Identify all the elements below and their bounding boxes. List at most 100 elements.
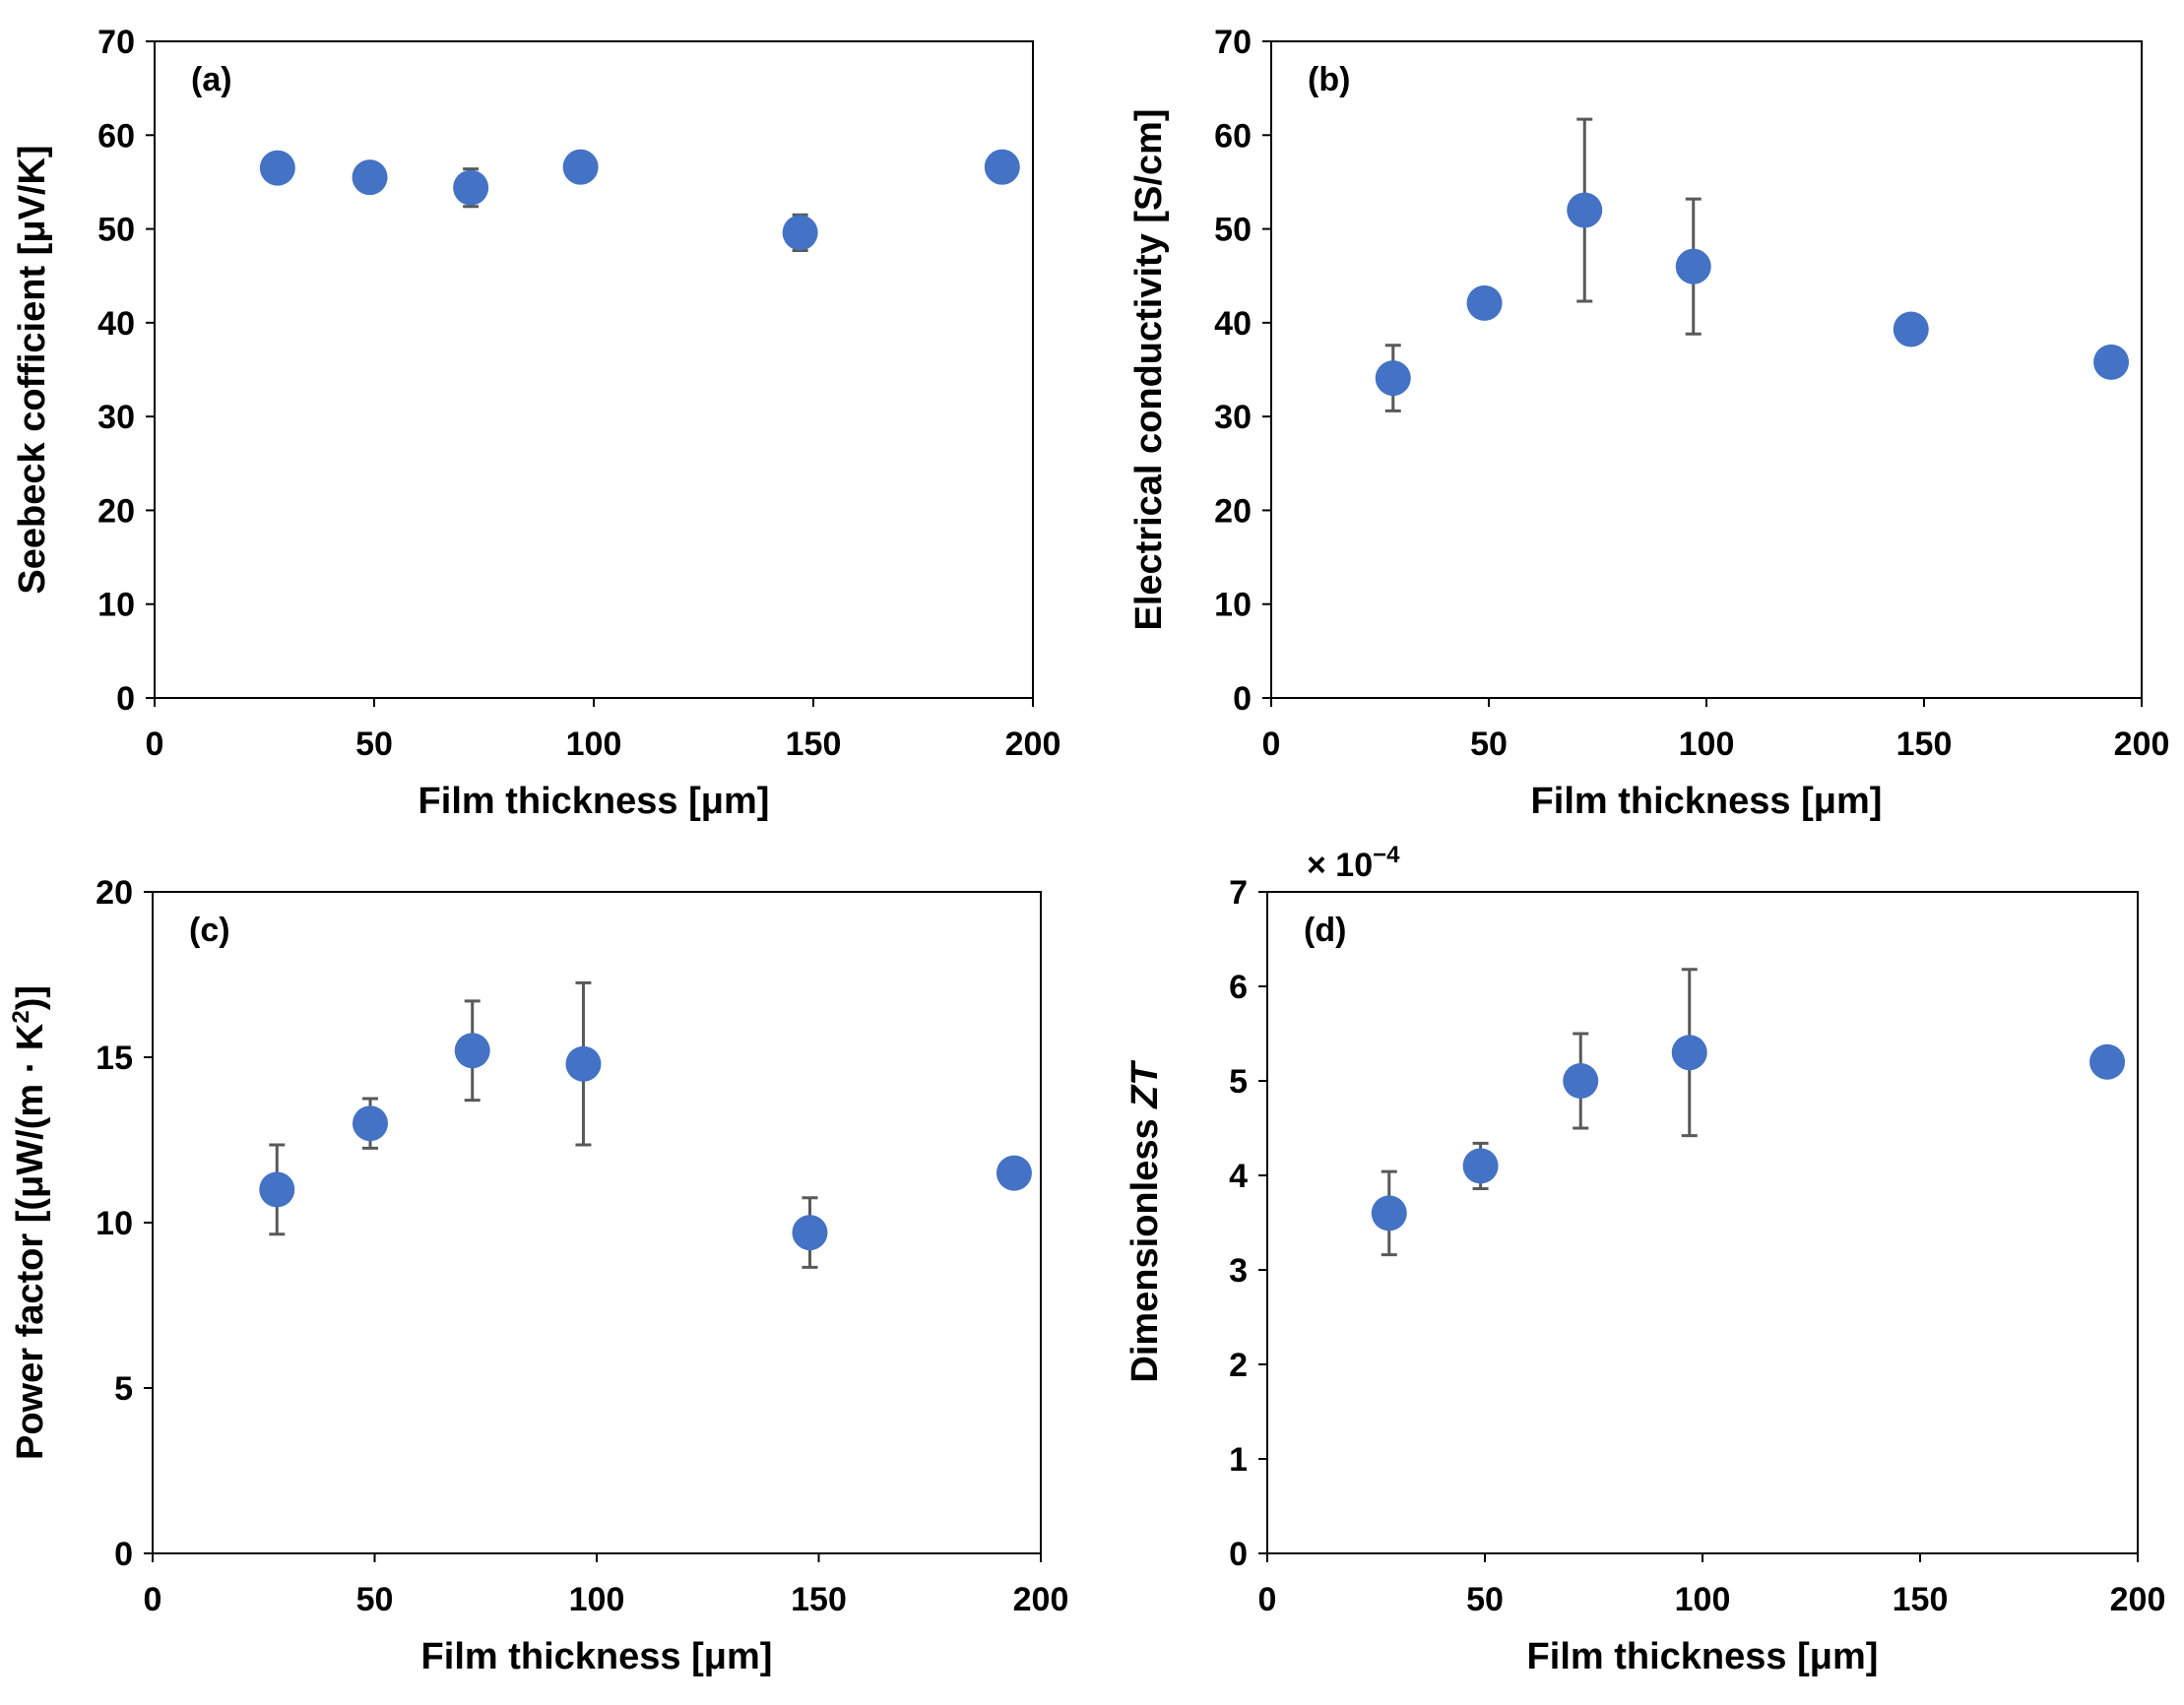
data-point bbox=[1466, 284, 1503, 321]
panel-label: (d) bbox=[1304, 912, 1346, 949]
data-point bbox=[454, 1033, 490, 1069]
x-tick-label: 50 bbox=[1470, 726, 1508, 763]
y-tick-label: 20 bbox=[96, 874, 133, 912]
x-tick-label: 100 bbox=[1675, 1581, 1731, 1618]
y-tick-label: 20 bbox=[1214, 492, 1252, 530]
y-scale-base: × 10 bbox=[1307, 847, 1373, 884]
x-tick-label: 100 bbox=[1679, 726, 1735, 763]
data-point bbox=[1567, 192, 1603, 228]
y-axis-label: Seebeck cofficient [μV/K] bbox=[12, 145, 53, 594]
data-point bbox=[782, 215, 818, 251]
x-tick-label: 200 bbox=[1005, 726, 1061, 763]
y-tick-label: 60 bbox=[1214, 117, 1252, 155]
x-tick-label: 200 bbox=[2114, 726, 2170, 763]
y-tick-label: 70 bbox=[1214, 24, 1252, 61]
y-tick-label: 3 bbox=[1229, 1252, 1248, 1290]
data-point bbox=[792, 1215, 828, 1251]
x-tick-label: 50 bbox=[355, 726, 393, 763]
y-axis-label: Power factor [(μW/(m · K2)] bbox=[8, 985, 51, 1460]
x-tick-label: 0 bbox=[1262, 726, 1281, 763]
y-tick-label: 70 bbox=[97, 24, 135, 61]
y-tick-label: 2 bbox=[1229, 1347, 1248, 1384]
x-tick-label: 200 bbox=[1013, 1581, 1069, 1618]
panel-label: (b) bbox=[1308, 61, 1350, 98]
y-tick-label: 30 bbox=[97, 399, 135, 436]
data-point bbox=[352, 1105, 388, 1142]
x-tick-label: 150 bbox=[791, 1581, 847, 1618]
y-tick-label: 0 bbox=[1233, 680, 1252, 718]
data-point bbox=[1375, 360, 1411, 397]
data-point bbox=[352, 159, 388, 196]
y-tick-label: 5 bbox=[114, 1370, 133, 1408]
data-series bbox=[1375, 117, 2130, 412]
y-tick-label: 0 bbox=[116, 680, 135, 718]
y-tick-label: 0 bbox=[114, 1536, 133, 1573]
data-point bbox=[259, 150, 295, 186]
data-point bbox=[1671, 1035, 1707, 1071]
x-axis-label: Film thickness [μm] bbox=[1527, 1636, 1879, 1677]
y-axis-label: Electrical conductivity [S/cm] bbox=[1128, 108, 1170, 630]
x-axis-label: Film thickness [μm] bbox=[1531, 781, 1883, 822]
data-point bbox=[2093, 344, 2130, 380]
y-axis-label-end: )] bbox=[10, 985, 51, 1010]
data-series bbox=[259, 980, 1032, 1269]
plot-frame bbox=[152, 891, 1042, 1554]
y-tick-label: 30 bbox=[1214, 399, 1252, 436]
x-tick-label: 150 bbox=[786, 726, 842, 763]
data-point bbox=[562, 149, 599, 185]
y-tick-label: 10 bbox=[1214, 587, 1252, 624]
y-tick-label: 6 bbox=[1229, 969, 1248, 1006]
y-tick-label: 10 bbox=[96, 1205, 133, 1242]
y-tick-label: 0 bbox=[1229, 1536, 1248, 1573]
y-axis-label-main: Dimensionless bbox=[1124, 1108, 1166, 1383]
data-point bbox=[453, 169, 489, 206]
y-tick-label: 40 bbox=[97, 305, 135, 343]
data-point bbox=[565, 1045, 602, 1082]
x-tick-label: 50 bbox=[356, 1581, 394, 1618]
x-tick-label: 150 bbox=[1893, 1581, 1949, 1618]
data-point bbox=[1563, 1063, 1599, 1099]
plot-frame bbox=[154, 40, 1034, 699]
y-tick-label: 50 bbox=[1214, 212, 1252, 249]
y-axis-label-italic: ZT bbox=[1124, 1060, 1166, 1109]
y-scale-exponent: −4 bbox=[1373, 842, 1400, 868]
x-tick-label: 50 bbox=[1466, 1581, 1504, 1618]
data-point bbox=[259, 1171, 295, 1208]
y-tick-label: 50 bbox=[97, 212, 135, 249]
chart-panel-d: 0 1 2 3 4 5 6 7 0 50 100 150 200 Film thickness [μm] D… bbox=[1124, 842, 2165, 1677]
x-tick-label: 0 bbox=[144, 1581, 162, 1618]
data-series bbox=[1371, 968, 2126, 1257]
y-scale-multiplier: × 10−4 bbox=[1307, 842, 1400, 884]
y-tick-label: 15 bbox=[96, 1040, 133, 1077]
y-tick-label: 60 bbox=[97, 117, 135, 155]
data-point bbox=[1462, 1148, 1499, 1184]
data-series bbox=[259, 149, 1020, 252]
x-tick-label: 100 bbox=[566, 726, 622, 763]
y-tick-label: 20 bbox=[97, 492, 135, 530]
panel-label: (c) bbox=[189, 912, 230, 949]
panel-label: (a) bbox=[191, 61, 232, 98]
data-point bbox=[984, 149, 1020, 185]
y-axis-label-superscript: 2 bbox=[8, 1010, 34, 1023]
data-point bbox=[996, 1155, 1032, 1191]
y-tick-label: 40 bbox=[1214, 305, 1252, 343]
data-point bbox=[2089, 1043, 2126, 1080]
x-tick-label: 0 bbox=[146, 726, 164, 763]
x-axis-label: Film thickness [μm] bbox=[421, 1636, 773, 1677]
y-tick-label: 7 bbox=[1229, 874, 1248, 912]
chart-panel-b: 0 10 20 30 40 50 60 70 0 50 100 150 200 Film thicknes… bbox=[1128, 24, 2169, 822]
x-tick-label: 150 bbox=[1896, 726, 1953, 763]
x-tick-label: 0 bbox=[1258, 1581, 1277, 1618]
x-tick-label: 200 bbox=[2110, 1581, 2166, 1618]
data-point bbox=[1371, 1195, 1407, 1231]
y-tick-label: 5 bbox=[1229, 1063, 1248, 1101]
y-tick-label: 10 bbox=[97, 587, 135, 624]
y-axis-label: Dimensionless ZT bbox=[1124, 1060, 1166, 1383]
chart-panel-a: 0 10 20 30 40 50 60 70 0 50 100 150 200 Film thicknes… bbox=[12, 24, 1060, 822]
data-point bbox=[1675, 248, 1711, 284]
data-point bbox=[1893, 311, 1929, 347]
y-tick-label: 1 bbox=[1229, 1441, 1248, 1479]
x-tick-label: 100 bbox=[569, 1581, 625, 1618]
